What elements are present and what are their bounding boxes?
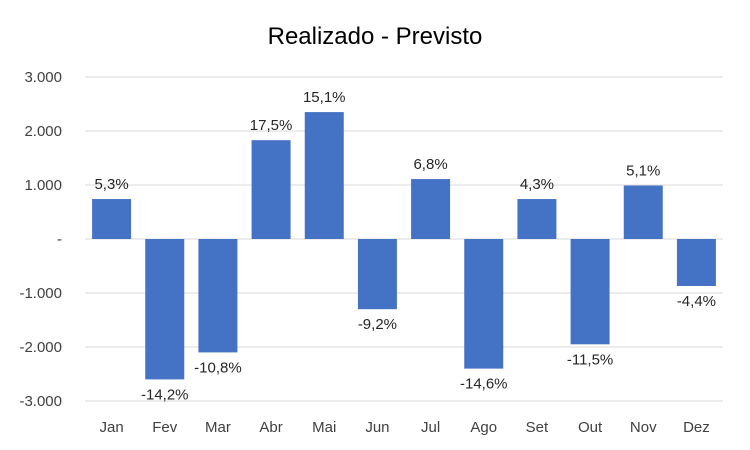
bar-jul <box>411 179 451 239</box>
y-tick-label: 2.000 <box>24 123 62 140</box>
bars <box>92 112 716 380</box>
bar-jan <box>92 199 132 239</box>
data-label: 17,5% <box>250 117 293 134</box>
bar-mai <box>304 112 344 239</box>
x-category-label: Abr <box>259 419 282 436</box>
data-label: -10,8% <box>194 359 242 376</box>
x-category-label: Dez <box>683 419 710 436</box>
x-category-label: Nov <box>630 419 657 436</box>
data-label: 5,1% <box>626 163 660 180</box>
data-labels: 5,3% -14,2% -10,8% 17,5% 15,1% -9,2% 6,8% -14,6… <box>94 89 716 403</box>
data-label: -14,6% <box>460 376 508 393</box>
x-category-label: Ago <box>470 419 497 436</box>
data-label: 6,8% <box>413 156 447 173</box>
data-label: 15,1% <box>303 89 346 106</box>
y-tick-label: -3.000 <box>19 393 62 410</box>
bar-ago <box>464 239 504 369</box>
data-label: -11,5% <box>567 351 613 368</box>
x-category-label: Set <box>526 419 549 436</box>
data-label: -4,4% <box>677 293 716 310</box>
bar-mar <box>198 239 238 353</box>
x-category-label: Jun <box>365 419 389 436</box>
x-category-label: Mar <box>205 419 231 436</box>
bar-set <box>517 199 557 239</box>
y-tick-label: 1.000 <box>24 177 62 194</box>
data-label: 4,3% <box>520 176 554 193</box>
data-label: -9,2% <box>358 316 397 333</box>
y-axis-ticks: 3.000 2.000 1.000 - -1.000 -2.000 -3.000 <box>19 69 62 410</box>
x-category-label: Jan <box>99 419 123 436</box>
gridlines <box>85 76 723 402</box>
y-tick-label: 3.000 <box>24 69 62 86</box>
y-tick-label: -1.000 <box>19 285 62 302</box>
x-axis-categories: Jan Fev Mar Abr Mai Jun Jul Ago Set Out Nov Dez <box>99 419 709 436</box>
x-category-label: Fev <box>152 419 178 436</box>
data-label: -14,2% <box>141 386 189 403</box>
x-category-label: Out <box>578 419 603 436</box>
x-category-label: Mai <box>312 419 336 436</box>
bar-jun <box>357 239 397 310</box>
y-tick-label: -2.000 <box>19 339 62 356</box>
bar-fev <box>145 239 185 380</box>
chart-title: Realizado - Previsto <box>268 23 483 50</box>
bar-abr <box>251 140 291 239</box>
bar-nov <box>623 185 663 239</box>
bar-dez <box>676 239 716 286</box>
y-tick-label: - <box>57 231 62 248</box>
x-category-label: Jul <box>421 419 440 436</box>
bar-out <box>570 239 610 345</box>
data-label: 5,3% <box>94 176 128 193</box>
